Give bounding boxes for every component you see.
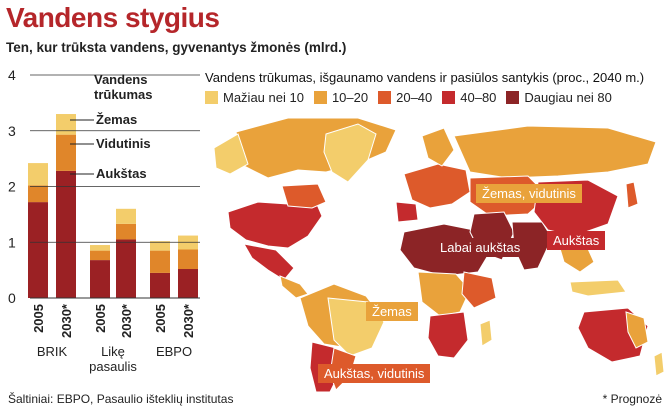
legend-swatch <box>442 91 456 104</box>
chart-title: Vandens stygius <box>6 2 220 33</box>
map-usa-east <box>281 183 327 209</box>
map-label-high-asia: Aukštas <box>547 231 606 250</box>
map-iberia <box>395 201 419 223</box>
y-tick-label: 2 <box>8 179 16 195</box>
map-madagascar <box>479 319 493 347</box>
legend-item: Daugiau nei 80 <box>506 90 612 105</box>
world-map <box>213 117 665 392</box>
legend-label: 20–40 <box>396 90 433 105</box>
group-label: Likę <box>101 344 125 359</box>
bar-segment <box>116 223 136 240</box>
map-label-low-mid-asia: Žemas, vidutinis <box>476 184 582 203</box>
y-tick-label: 4 <box>8 67 16 83</box>
x-tick-label: 2005 <box>93 304 108 333</box>
bar-segment <box>90 260 110 298</box>
legend-label: Daugiau nei 80 <box>524 90 612 105</box>
map-southern-africa <box>427 311 469 359</box>
y-tick-label: 0 <box>8 290 16 306</box>
legend-item: 10–20 <box>313 90 369 105</box>
chart-subtitle: Ten, kur trūksta vandens, gyvenantys žmo… <box>6 40 347 55</box>
map-mexico <box>243 243 295 281</box>
map-alaska <box>213 133 249 175</box>
map-japan <box>625 181 639 209</box>
bar-segment <box>90 250 110 261</box>
legend-label: 40–80 <box>460 90 497 105</box>
map-greenland <box>323 123 377 183</box>
map-scandinavia <box>421 127 455 167</box>
map-title: Vandens trūkumas, išgaunamo vandens ir p… <box>205 70 645 85</box>
legend-series-label: Vidutinis <box>96 136 151 151</box>
map-label-very-high: Labai aukštas <box>434 238 527 257</box>
bar-segment <box>150 241 170 251</box>
bar-segment <box>28 185 48 203</box>
map-indonesia <box>569 279 627 297</box>
group-label: EBPO <box>156 344 192 359</box>
map-usa <box>227 201 323 249</box>
map-label-low-sa: Žemas <box>366 302 418 321</box>
bar-segment <box>28 202 48 298</box>
bar-segment <box>28 163 48 186</box>
source-note: Šaltiniai: EBPO, Pasaulio išteklių insti… <box>8 392 234 406</box>
legend-label: Mažiau nei 10 <box>223 90 304 105</box>
bar-segment <box>178 269 198 298</box>
bar-segment <box>56 170 76 298</box>
legend-swatch <box>313 91 327 104</box>
legend-series-label: Aukštas <box>96 166 147 181</box>
bar-segment <box>90 245 110 251</box>
group-label: BRIK <box>37 344 68 359</box>
group-label: pasaulis <box>89 359 137 374</box>
forecast-note: * Prognozė <box>602 392 662 406</box>
map-australia-east <box>625 311 649 349</box>
bar-chart: 0 1 2 3 4 2005 2030* 2005 2030* 2005 2030* BRIK Likę… <box>8 67 200 374</box>
map-russia <box>453 125 657 179</box>
legend-swatch <box>506 91 520 104</box>
bar-segment <box>116 208 136 224</box>
legend-title: trūkumas <box>94 87 153 102</box>
legend-swatch <box>378 91 392 104</box>
legend-item: 20–40 <box>378 90 432 105</box>
legend-title: Vandens <box>94 72 147 87</box>
legend-label: 10–20 <box>331 90 369 105</box>
legend-item: 40–80 <box>442 90 496 105</box>
legend-swatch <box>205 91 218 104</box>
bar-segment <box>56 134 76 171</box>
x-tick-label: 2030* <box>119 303 134 338</box>
x-tick-label: 2005 <box>153 304 168 333</box>
x-tick-label: 2030* <box>59 303 74 338</box>
bar-segment <box>178 249 198 270</box>
legend-series-label: Žemas <box>96 112 137 127</box>
map-europe <box>403 163 471 209</box>
map-east-africa <box>461 271 497 309</box>
x-tick-label: 2005 <box>31 304 46 333</box>
legend-item: Mažiau nei 10 <box>205 90 304 105</box>
y-tick-label: 1 <box>8 234 16 250</box>
bar-segment <box>116 239 136 298</box>
map-new-zealand <box>653 351 665 377</box>
map-label-high-mid-sa: Aukštas, vidutinis <box>318 364 431 383</box>
y-tick-label: 3 <box>8 123 16 139</box>
map-legend: Mažiau nei 10 10–20 20–40 40–80 Daugiau … <box>205 90 622 105</box>
bar-segment <box>150 272 170 298</box>
map-central-america <box>279 275 309 299</box>
bar-segment <box>150 250 170 273</box>
bar-segment <box>56 114 76 135</box>
x-tick-label: 2030* <box>181 303 196 338</box>
